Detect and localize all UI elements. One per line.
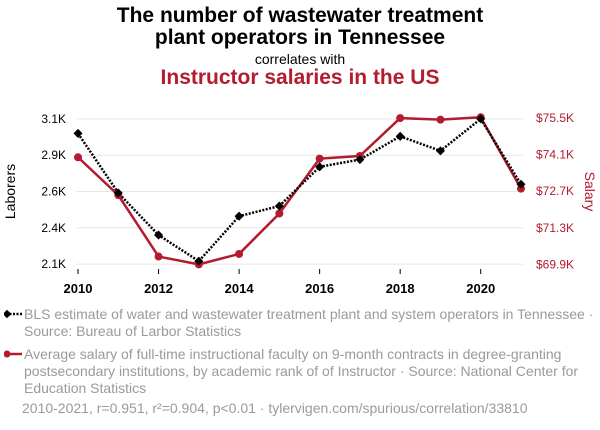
data-point-salary	[315, 154, 324, 163]
footer-stats: 2010-2021, r=0.951, r²=0.904, p<0.01 · t…	[22, 400, 528, 416]
data-point-salary	[396, 114, 405, 123]
series-line-laborers	[76, 117, 523, 263]
y-axis-label-left: Laborers	[2, 164, 18, 219]
chart-title-series2: Instructor salaries in the US	[160, 66, 440, 89]
y-axis-label-right: Salary	[582, 172, 598, 212]
y-tick-label-right: $71.3K	[536, 221, 574, 235]
legend-marker-series2	[4, 350, 22, 358]
y-tick-label-right: $69.9K	[536, 257, 574, 271]
data-point-laborers	[395, 131, 405, 141]
data-point-laborers	[234, 211, 244, 221]
chart-plot: 2.1K 2.4K 2.6K 2.9K 3.1K $69.9K $71.3K $72.7K $7…	[2, 111, 598, 296]
legend-item-series2: Average salary of full-time instructiona…	[4, 346, 594, 397]
legend-marker-series1	[4, 309, 22, 319]
x-tick-label: 2012	[144, 281, 173, 296]
chart-title-line1: The number of wastewater treatment	[116, 4, 484, 27]
x-tick-label: 2014	[225, 281, 255, 296]
data-point-laborers	[73, 128, 83, 138]
y-tick-label-right: $72.7K	[536, 184, 574, 198]
legend-text-series2: Average salary of full-time instructiona…	[24, 346, 579, 396]
y-tick-label-right: $75.5K	[536, 111, 574, 125]
data-point-salary	[154, 252, 163, 261]
y-tick-label-left: 3.1K	[41, 112, 66, 126]
y-tick-label-left: 2.4K	[41, 221, 66, 235]
x-tick-label: 2016	[305, 281, 334, 296]
data-point-salary	[436, 115, 445, 124]
data-point-laborers	[154, 230, 164, 240]
data-point-salary	[74, 153, 83, 162]
chart-title-line2: plant operators in Tennessee	[154, 26, 446, 49]
data-point-laborers	[113, 188, 123, 198]
y-tick-label-right: $74.1K	[536, 148, 574, 162]
data-point-salary	[235, 249, 244, 258]
data-point-salary	[275, 209, 284, 218]
correlates-with-label: correlates with	[254, 51, 346, 67]
y-tick-label-left: 2.1K	[41, 257, 66, 271]
legend-text-series1: BLS estimate of water and wastewater tre…	[24, 306, 594, 339]
x-tick-label: 2018	[386, 281, 415, 296]
y-tick-label-left: 2.6K	[41, 185, 66, 199]
x-tick-label: 2020	[466, 281, 495, 296]
x-tick-label: 2010	[64, 281, 93, 296]
y-tick-label-left: 2.9K	[41, 148, 66, 162]
legend-item-series1: BLS estimate of water and wastewater tre…	[4, 306, 594, 340]
